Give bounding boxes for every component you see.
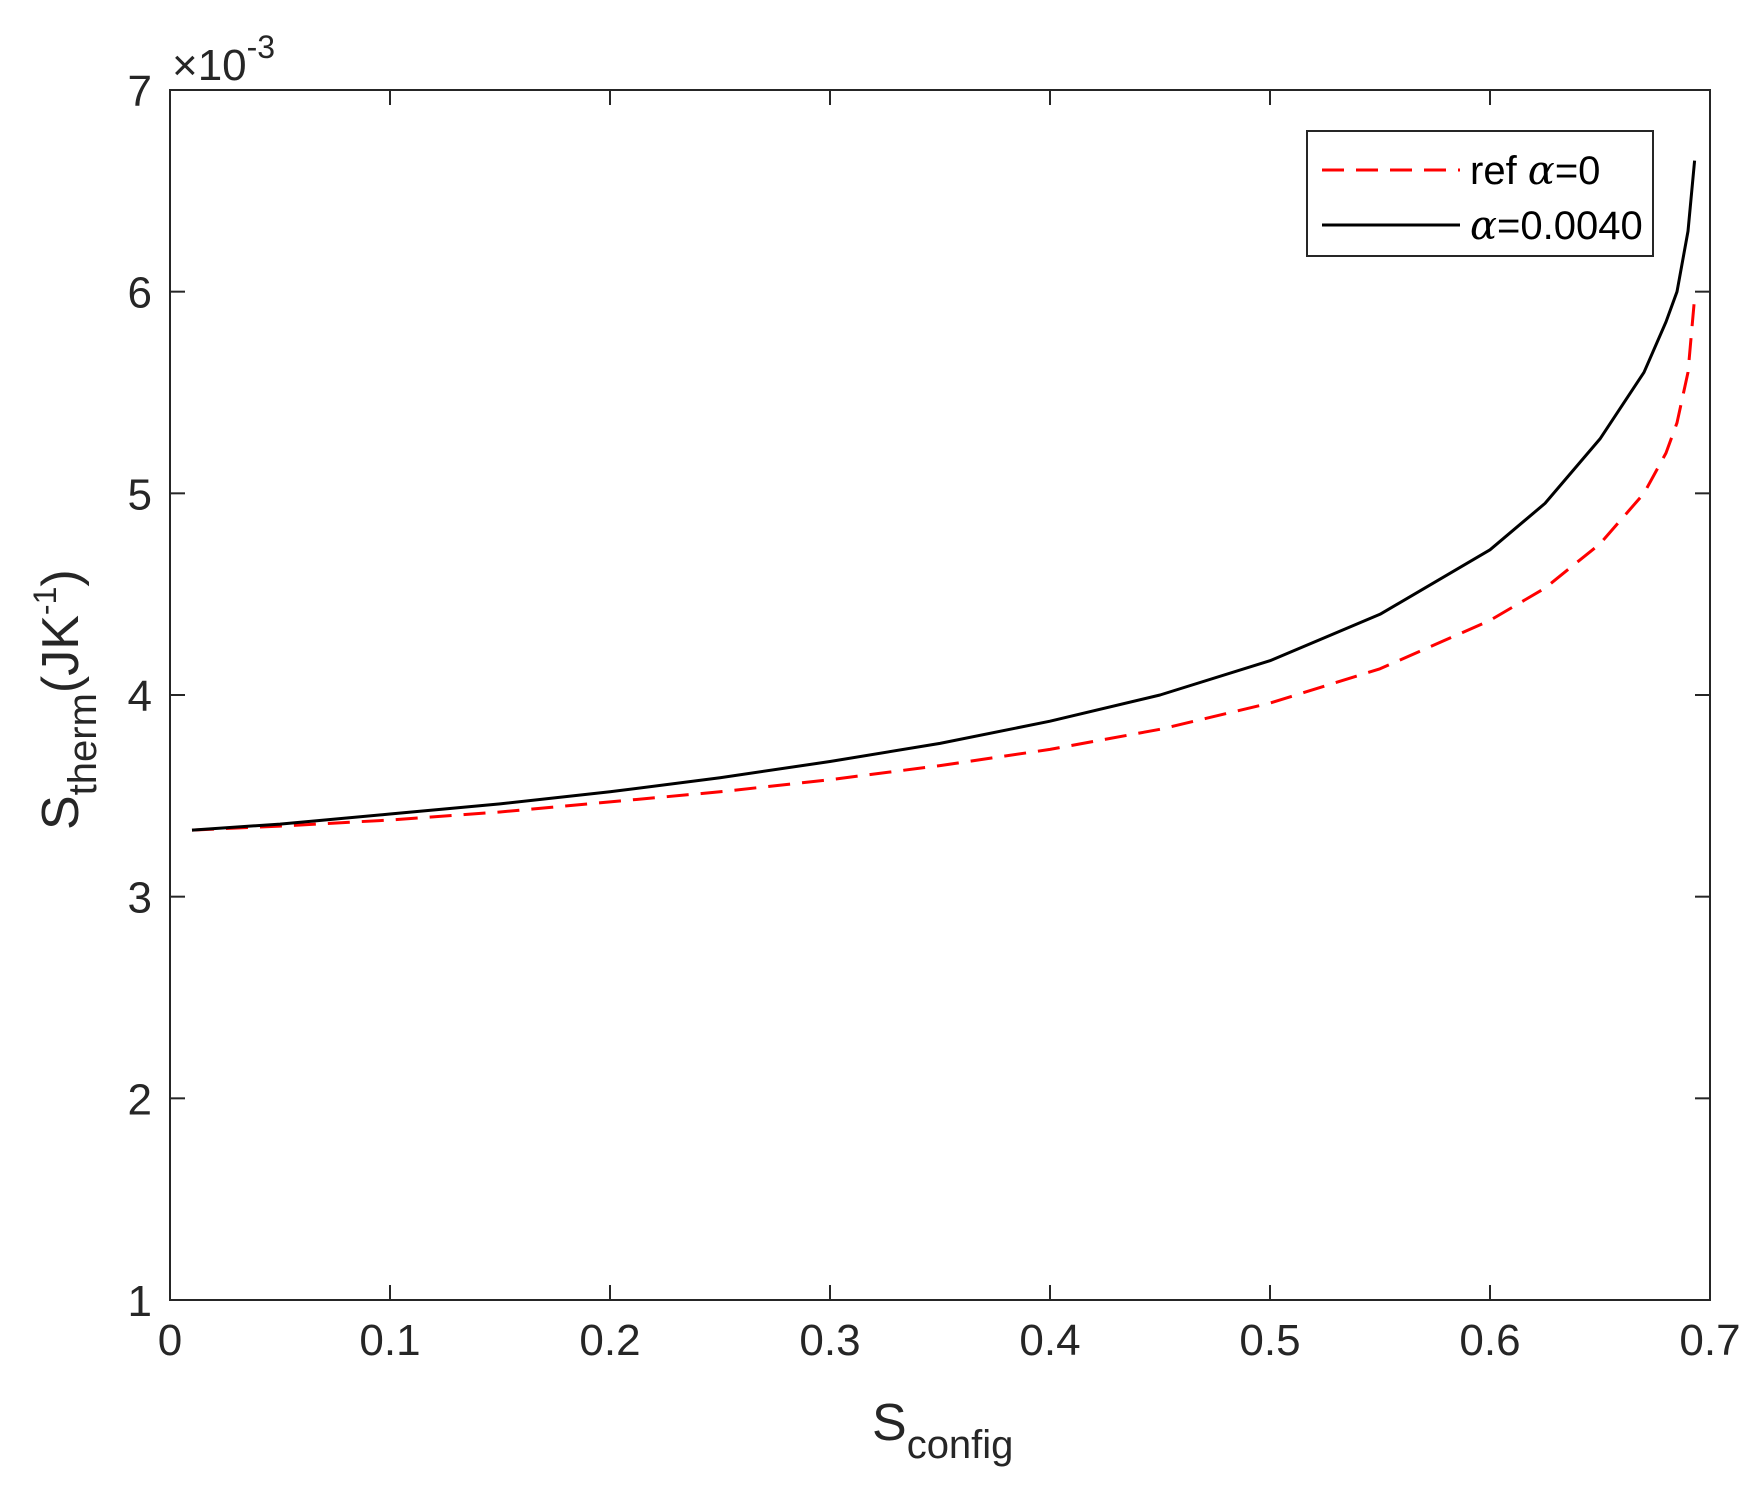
plot-background (170, 90, 1710, 1300)
series-line-1 (191, 160, 1697, 832)
y-tick-label: 1 (128, 1277, 152, 1326)
legend-label-alpha: α=0.0040 (1470, 203, 1643, 249)
y-tick-label: 5 (128, 470, 152, 519)
x-tick-label: 0.7 (1679, 1316, 1740, 1365)
x-axis-label: Sconfig (872, 1394, 1013, 1467)
plot-area (170, 90, 1710, 1300)
y-axis-label: Stherm(JK-1) (27, 569, 105, 830)
y-tick-label: 6 (128, 269, 152, 318)
x-tick-label: 0.4 (1019, 1316, 1080, 1365)
y-tick-label: 7 (128, 67, 152, 116)
y-tick-label: 3 (128, 874, 152, 923)
legend: ref α=0 α=0.0040 (1306, 130, 1654, 257)
y-tick-label: 2 (128, 1075, 152, 1124)
series-line-0 (191, 297, 1697, 832)
legend-label-ref: ref α=0 (1470, 148, 1600, 194)
x-tick-label: 0.6 (1459, 1316, 1520, 1365)
ticks-layer: 0 0.1 0.2 0.3 0.4 0.5 0.6 0.7 1 2 3 4 5 6 7 (128, 67, 1741, 1365)
x-tick-label: 0 (158, 1316, 182, 1365)
y-tick-label: 4 (128, 672, 152, 721)
legend-box (1306, 130, 1654, 257)
y-exponent-label: ×10-3 (172, 29, 275, 90)
series-layer (191, 160, 1697, 832)
x-tick-label: 0.1 (359, 1316, 420, 1365)
x-tick-label: 0.3 (799, 1316, 860, 1365)
x-tick-label: 0.2 (579, 1316, 640, 1365)
x-tick-label: 0.5 (1239, 1316, 1300, 1365)
